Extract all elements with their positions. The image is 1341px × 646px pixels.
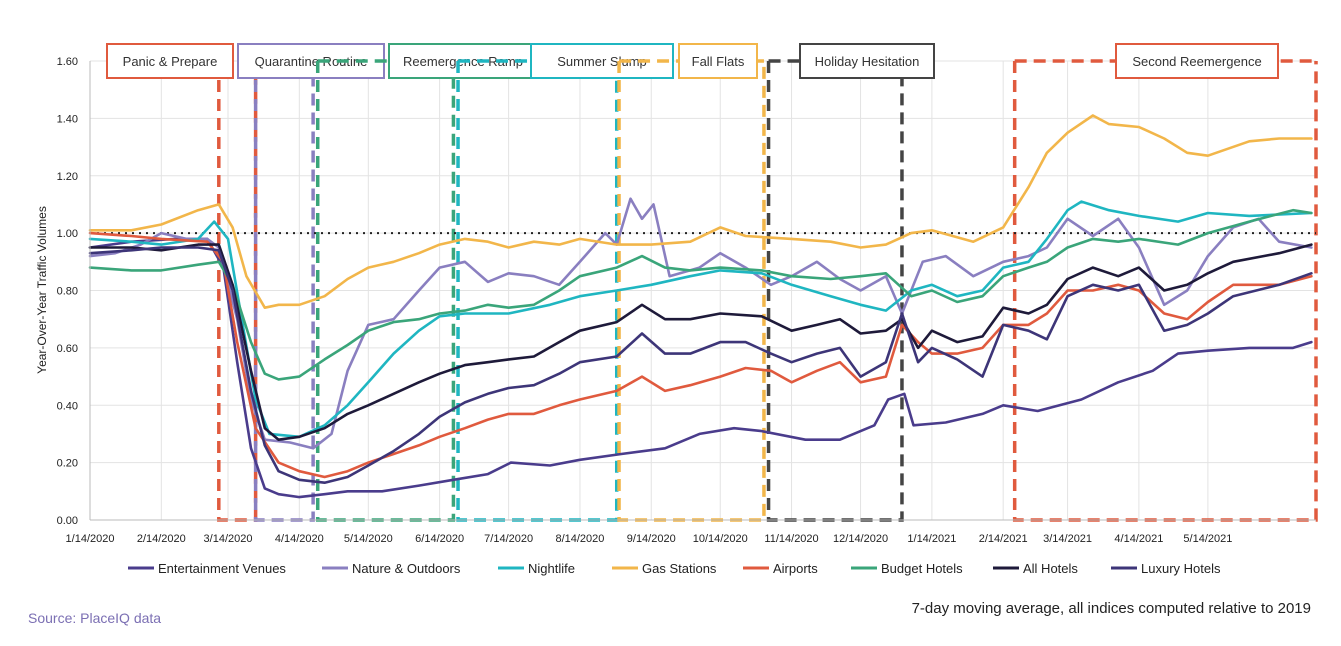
legend-item: Nature & Outdoors: [322, 561, 461, 576]
phase-label: Summer Slump: [557, 54, 647, 69]
phase-label-box: [1115, 43, 1279, 79]
x-tick-label: 1/14/2020: [66, 533, 115, 545]
series-line-entertainment-venues: [88, 237, 1313, 499]
phase-regions: Panic & Prepare Quarantine Routine Reemerg…: [106, 43, 1318, 522]
phase-boundary: [766, 61, 904, 522]
phase-label: Fall Flats: [692, 54, 745, 69]
phase-reemergence-ramp: Reemergence Ramp: [315, 43, 538, 522]
y-tick-label: 0.80: [57, 286, 78, 298]
phase-label: Quarantine Routine: [255, 54, 368, 69]
legend-label: Airports: [773, 561, 818, 576]
x-tick-label: 9/14/2020: [627, 533, 676, 545]
legend-item: Airports: [743, 561, 818, 576]
series-line-luxury-hotels: [88, 246, 1313, 484]
y-tick-label: 0.40: [57, 400, 78, 412]
x-tick-label: 3/14/2020: [204, 533, 253, 545]
legend-label: Gas Stations: [642, 561, 717, 576]
x-tick-label: 2/14/2021: [979, 533, 1028, 545]
method-note: 7-day moving average, all indices comput…: [911, 600, 1311, 617]
axes: 1/14/2020 2/14/2020 3/14/2020 4/14/2020 5/14…: [57, 56, 1316, 545]
legend-item: Gas Stations: [612, 561, 717, 576]
phase-label-box: [106, 43, 234, 79]
y-tick-label: 1.60: [57, 56, 78, 68]
x-tick-label: 7/14/2020: [484, 533, 533, 545]
x-tick-label: 10/14/2020: [693, 533, 748, 545]
x-tick-label: 11/14/2020: [764, 533, 818, 545]
phase-panic-prepare: Panic & Prepare: [106, 43, 258, 522]
x-tick-label: 2/14/2020: [137, 533, 186, 545]
phase-label: Panic & Prepare: [123, 54, 218, 69]
y-tick-label: 0.20: [57, 458, 78, 470]
legend-item: Entertainment Venues: [128, 561, 286, 576]
phase-label-box: [678, 43, 758, 79]
x-tick-label: 1/14/2021: [907, 533, 956, 545]
legend: Entertainment Venues Nature & Outdoors Nig…: [128, 561, 1221, 576]
line-chart: Panic & Prepare Quarantine Routine Reemerg…: [35, 43, 1318, 576]
series-line-gas-stations: [88, 114, 1313, 309]
source-note: Source: PlaceIQ data: [28, 610, 162, 626]
series-line-nightlife: [88, 200, 1313, 439]
legend-label: Budget Hotels: [881, 561, 963, 576]
legend-label: Nature & Outdoors: [352, 561, 461, 576]
phase-label: Second Reemergence: [1132, 54, 1261, 69]
x-tick-label: 5/14/2021: [1183, 533, 1232, 545]
phase-label: Holiday Hesitation: [815, 54, 920, 69]
legend-item: Luxury Hotels: [1111, 561, 1221, 576]
legend-item: Budget Hotels: [851, 561, 963, 576]
phase-fall-flats: Fall Flats: [617, 43, 766, 522]
y-tick-label: 1.40: [57, 113, 78, 125]
y-tick-label: 1.00: [57, 228, 78, 240]
series-lines: [88, 114, 1313, 499]
legend-label: Nightlife: [528, 561, 575, 576]
phase-boundary: [315, 61, 456, 522]
phase-holiday-hesitation: Holiday Hesitation: [766, 43, 935, 522]
legend-label: Luxury Hotels: [1141, 561, 1221, 576]
x-tick-label: 6/14/2020: [415, 533, 464, 545]
y-tick-label: 0.60: [57, 343, 78, 355]
phase-label-box: [799, 43, 935, 79]
x-tick-label: 12/14/2020: [833, 533, 888, 545]
x-tick-label: 4/14/2020: [275, 533, 324, 545]
x-tick-label: 8/14/2020: [555, 533, 604, 545]
y-tick-label: 0.00: [57, 515, 78, 527]
legend-label: Entertainment Venues: [158, 561, 286, 576]
series-line-budget-hotels: [88, 208, 1313, 381]
y-axis-label: Year-Over-Year Traffic Volumes: [35, 206, 49, 374]
x-tick-label: 4/14/2021: [1114, 533, 1163, 545]
y-tick-label: 1.20: [57, 171, 78, 183]
series-line-nature-outdoors: [88, 197, 1313, 450]
grid: [89, 60, 1316, 521]
legend-label: All Hotels: [1023, 561, 1078, 576]
x-tick-label: 5/14/2020: [344, 533, 393, 545]
legend-item: Nightlife: [498, 561, 575, 576]
x-tick-label: 3/14/2021: [1043, 533, 1092, 545]
series-line-airports: [88, 231, 1313, 479]
phase-second-reemergence: Second Reemergence: [1012, 43, 1318, 522]
phase-label-box: [388, 43, 538, 79]
series-line-all-hotels: [88, 243, 1313, 441]
legend-item: All Hotels: [993, 561, 1078, 576]
